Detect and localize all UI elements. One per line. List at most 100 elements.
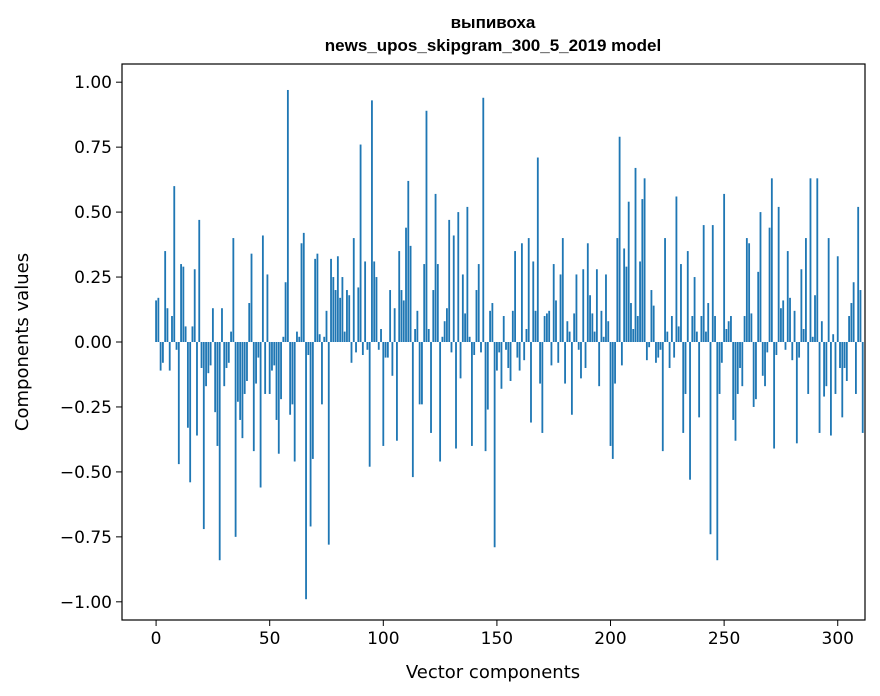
bar-39 [243, 342, 246, 394]
bar-168 [536, 157, 539, 342]
x-tick-label-300: 300 [822, 629, 854, 649]
bar-16 [191, 326, 194, 342]
bar-257 [739, 342, 741, 368]
bar-243 [707, 303, 710, 342]
bar-13 [184, 326, 187, 342]
bar-302 [841, 342, 844, 418]
bar-101 [384, 342, 387, 358]
y-tick-label-3: 0.25 [74, 268, 112, 288]
bar-119 [425, 110, 428, 343]
bar-17 [193, 269, 196, 342]
bar-226 [668, 342, 671, 368]
bar-254 [732, 342, 735, 420]
bar-59 [289, 342, 292, 415]
bar-8 [173, 186, 176, 342]
bar-176 [555, 300, 557, 342]
bar-284 [800, 269, 803, 342]
bar-308 [855, 342, 857, 394]
bar-43 [252, 342, 255, 452]
bar-165 [530, 342, 532, 423]
bar-149 [493, 342, 496, 548]
bar-3 [161, 342, 164, 363]
bar-104 [391, 342, 394, 376]
bar-289 [811, 336, 814, 342]
bar-131 [452, 235, 455, 342]
bar-291 [816, 178, 819, 342]
bar-178 [559, 274, 562, 342]
bar-191 [589, 295, 591, 342]
bar-108 [400, 290, 403, 342]
bar-173 [548, 310, 551, 342]
bar-147 [489, 310, 491, 342]
bar-201 [611, 342, 614, 459]
bar-161 [520, 243, 523, 342]
bar-260 [745, 238, 748, 342]
bar-74 [323, 336, 326, 342]
bar-0 [155, 300, 157, 342]
bar-215 [643, 178, 646, 342]
x-tick-label-0: 0 [151, 629, 162, 649]
bar-7 [171, 316, 173, 342]
bar-21 [202, 342, 205, 530]
bar-65 [302, 232, 305, 342]
bar-116 [418, 342, 421, 405]
bar-40 [246, 342, 248, 381]
bar-309 [857, 206, 860, 342]
y-axis: 1.00 0.75 0.50 0.25 0.00 −0.25 −0.50 −0.75 −1.00 [60, 73, 122, 613]
bar-5 [166, 308, 169, 342]
bar-69 [311, 342, 314, 459]
bar-94 [368, 342, 371, 467]
bar-15 [189, 342, 192, 483]
bar-205 [620, 342, 623, 366]
bar-82 [341, 277, 344, 342]
bar-297 [830, 342, 832, 436]
bar-186 [577, 342, 580, 350]
bar-88 [355, 342, 357, 353]
bar-12 [182, 266, 185, 342]
bar-34 [232, 238, 235, 342]
bar-127 [443, 321, 446, 342]
bar-177 [557, 342, 560, 363]
bar-202 [614, 342, 616, 384]
chart-title: выпивоха [451, 13, 536, 32]
bar-181 [566, 321, 569, 342]
bar-249 [720, 342, 723, 363]
x-tick-label-200: 200 [594, 629, 626, 649]
bar-114 [414, 329, 417, 342]
bar-303 [843, 342, 846, 368]
bar-150 [496, 342, 498, 371]
bar-87 [352, 238, 355, 342]
bar-46 [259, 342, 262, 488]
bar-162 [523, 342, 526, 361]
bar-255 [734, 342, 737, 441]
bar-241 [702, 225, 705, 342]
bar-22 [205, 342, 207, 387]
bar-229 [675, 196, 678, 342]
x-tick-label-150: 150 [481, 629, 513, 649]
bar-233 [684, 342, 687, 394]
bar-24 [209, 342, 212, 366]
bar-190 [586, 243, 589, 342]
bar-19 [198, 219, 201, 342]
bar-107 [398, 251, 401, 342]
bar-262 [750, 313, 753, 342]
bar-216 [645, 342, 648, 361]
bar-115 [416, 310, 419, 342]
bar-294 [823, 342, 826, 397]
bar-126 [441, 336, 444, 342]
bar-155 [507, 342, 510, 368]
bar-218 [650, 290, 653, 342]
bar-250 [723, 193, 726, 342]
bar-26 [214, 342, 217, 413]
bar-214 [641, 199, 644, 342]
bar-268 [764, 342, 766, 387]
bar-25 [211, 308, 214, 342]
bar-283 [798, 342, 801, 358]
bar-51 [271, 342, 273, 371]
bar-152 [500, 342, 503, 389]
bar-83 [343, 331, 346, 342]
bar-247 [716, 342, 719, 561]
bar-180 [564, 342, 566, 384]
y-tick-label-4: 0.00 [74, 333, 112, 353]
bar-307 [852, 282, 855, 342]
